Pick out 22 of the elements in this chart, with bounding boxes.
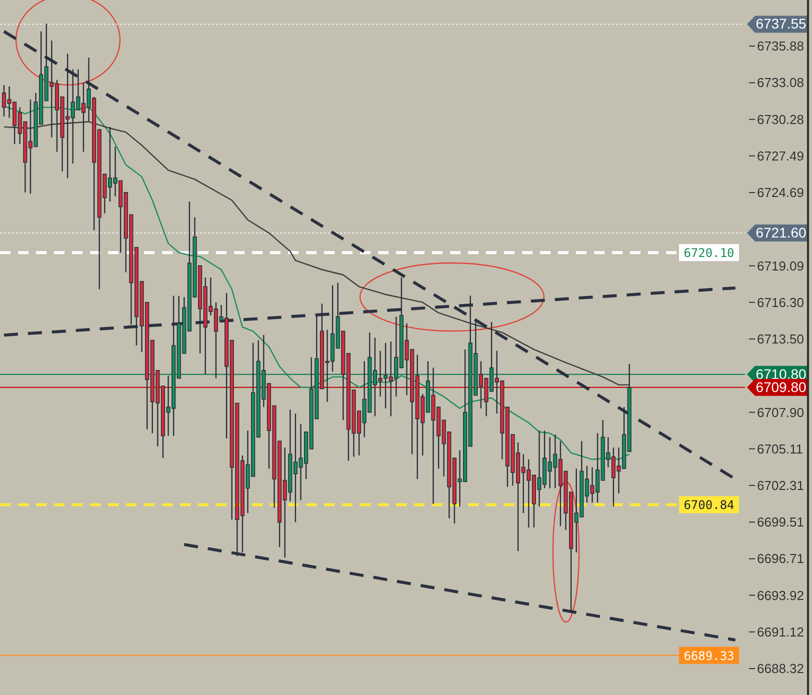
y-tick-label: 6733.08 xyxy=(757,75,804,90)
y-tick-label: 6696.71 xyxy=(757,551,804,566)
ref-line-label: 6689.33 xyxy=(684,648,734,663)
y-tick-label: 6691.12 xyxy=(757,624,804,640)
ref-line-label: 6721.60 xyxy=(756,224,807,240)
ref-line-label: 6700.84 xyxy=(684,498,734,512)
y-tick-label: 6735.88 xyxy=(757,38,804,54)
y-tick-label: 6702.31 xyxy=(757,478,804,493)
y-tick-label: 6707.90 xyxy=(757,404,804,420)
y-tick-label: 6693.92 xyxy=(757,588,804,603)
y-tick-label: 6716.30 xyxy=(757,294,804,310)
y-tick-label: 6719.09 xyxy=(757,258,804,274)
y-tick-label: 6688.32 xyxy=(757,661,804,676)
y-tick-label: 6724.69 xyxy=(757,185,804,200)
y-tick-label: 6730.28 xyxy=(757,112,804,127)
line-series xyxy=(3,121,630,386)
y-tick-label: 6713.50 xyxy=(757,331,804,346)
y-tick-label: 6699.51 xyxy=(757,514,804,530)
y-tick-label: 6727.49 xyxy=(757,148,804,164)
y-tick-label: 6705.11 xyxy=(757,441,804,456)
ref-line-label: 6720.10 xyxy=(684,246,734,260)
ref-line-label: 6737.55 xyxy=(756,16,807,32)
